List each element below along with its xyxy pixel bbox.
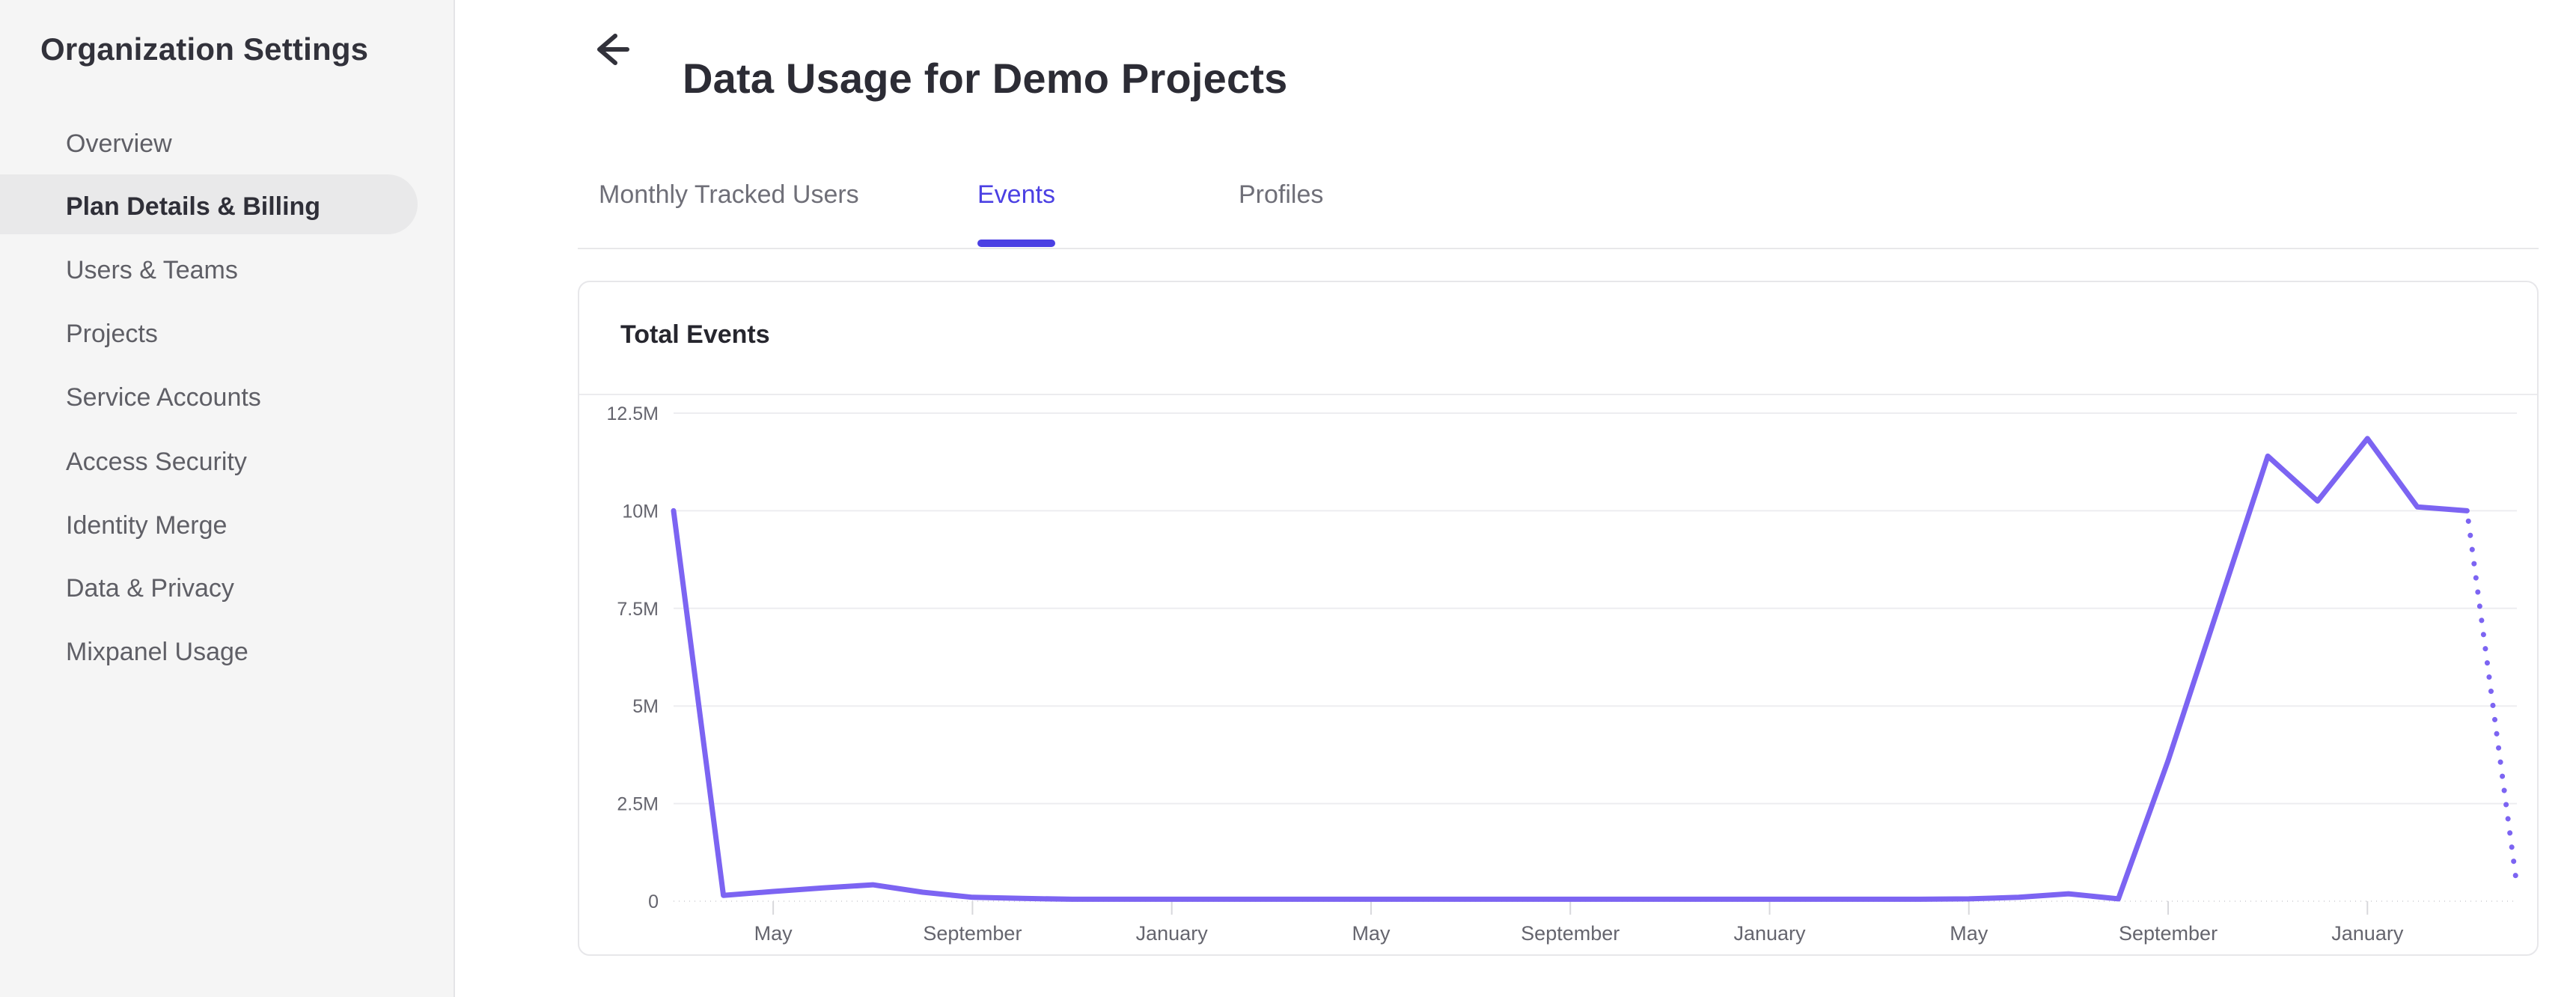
- y-axis-label: 7.5M: [617, 599, 659, 620]
- sidebar-item-overview[interactable]: Overview: [66, 129, 172, 158]
- y-axis-label: 10M: [622, 501, 659, 522]
- tab-monthly-tracked-users[interactable]: Monthly Tracked Users: [599, 178, 859, 211]
- x-axis-label: January: [2331, 922, 2404, 945]
- y-axis-label: 0: [648, 891, 659, 912]
- x-axis-label: January: [1733, 922, 1806, 945]
- sidebar-item-projects[interactable]: Projects: [66, 320, 158, 348]
- events-line: [671, 436, 2470, 902]
- y-axis-label: 5M: [632, 696, 659, 717]
- sidebar-item-data-privacy[interactable]: Data & Privacy: [66, 574, 234, 603]
- tabs-divider: [578, 248, 2539, 249]
- chart-title: Total Events: [620, 320, 770, 349]
- selected-item-highlight: [0, 174, 418, 234]
- sidebar-item-access-security[interactable]: Access Security: [66, 448, 247, 476]
- settings-sidebar: Organization Settings Overview Plan Deta…: [0, 0, 455, 997]
- x-axis-label: September: [923, 922, 1022, 945]
- x-axis-label: May: [1352, 922, 1391, 945]
- sidebar-item-users-teams[interactable]: Users & Teams: [66, 256, 238, 284]
- sidebar-item-plan-details-billing[interactable]: Plan Details & Billing: [66, 192, 321, 221]
- total-events-chart[interactable]: 12.5M 10M 7.5M 5M 2.5M 0 May September January Ma…: [578, 395, 2539, 953]
- back-button[interactable]: [590, 28, 632, 70]
- projection-dotted-line: [2464, 507, 2520, 888]
- y-axis-label: 2.5M: [617, 794, 659, 815]
- x-axis-label: May: [1950, 922, 1989, 945]
- card-header-divider: [579, 394, 2537, 395]
- x-axis-label: September: [2119, 922, 2218, 945]
- x-axis-label: January: [1136, 922, 1209, 945]
- left-arrow-icon: [590, 34, 632, 73]
- active-tab-indicator: [977, 240, 1055, 247]
- tab-events[interactable]: Events: [977, 178, 1055, 211]
- page-title: Data Usage for Demo Projects: [683, 54, 1288, 102]
- y-axis-label: 12.5M: [607, 403, 659, 424]
- sidebar-title: Organization Settings: [40, 31, 369, 67]
- sidebar-item-mixpanel-usage[interactable]: Mixpanel Usage: [66, 638, 248, 666]
- tab-profiles[interactable]: Profiles: [1239, 178, 1323, 211]
- x-axis-label: September: [1521, 922, 1620, 945]
- sidebar-item-identity-merge[interactable]: Identity Merge: [66, 511, 228, 540]
- sidebar-item-service-accounts[interactable]: Service Accounts: [66, 383, 261, 412]
- x-axis-label: May: [754, 922, 793, 945]
- total-events-card: [578, 281, 2539, 956]
